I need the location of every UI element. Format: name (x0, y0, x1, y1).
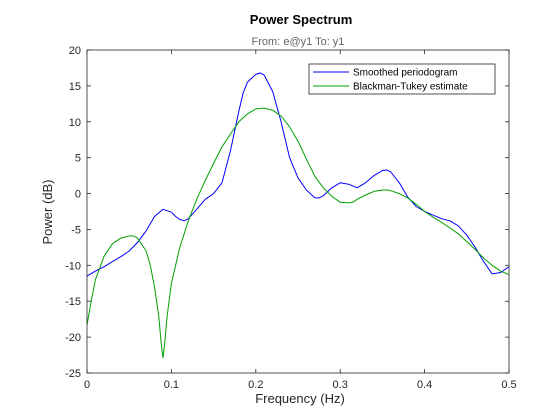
y-tick-label: -20 (65, 332, 81, 344)
y-tick-label: -15 (65, 296, 81, 308)
x-tick-label: 0.2 (248, 379, 263, 391)
y-tick-label: -10 (65, 260, 81, 272)
legend-label-blackman-tukey: Blackman-Tukey estimate (353, 82, 468, 93)
chart-title: Power Spectrum (250, 12, 353, 27)
x-tick-label: 0 (84, 379, 90, 391)
y-tick-label: -25 (65, 368, 81, 380)
y-axis-label: Power (dB) (40, 179, 55, 244)
axes-box (86, 49, 510, 374)
series-layer (86, 72, 510, 359)
y-tick-label: -5 (71, 224, 81, 236)
legend-box (308, 63, 496, 95)
y-tick-label: 0 (75, 189, 81, 201)
tick-layer: 0 0.1 0.2 0.3 0.4 0.5 -25 -20 -15 -10 -5 0 5 10 15 20 (65, 45, 517, 391)
axes-background (87, 50, 509, 373)
y-tick-label: 15 (69, 81, 81, 93)
y-tick-label: 20 (69, 45, 81, 57)
x-axis-label: Frequency (Hz) (255, 391, 345, 406)
x-tick-label: 0.1 (164, 379, 179, 391)
y-tick-label: 10 (69, 117, 81, 129)
x-tick-label: 0.5 (501, 379, 516, 391)
legend-label-smoothed-periodogram: Smoothed periodogram (353, 68, 458, 79)
legend: Smoothed periodogram Blackman-Tukey esti… (308, 63, 496, 95)
x-tick-label: 0.3 (333, 379, 348, 391)
series-line-smoothed-periodogram (86, 72, 510, 277)
y-tick-label: 5 (75, 153, 81, 165)
x-tick-label: 0.4 (417, 379, 432, 391)
series-line-blackman-tukey-estimate (86, 107, 510, 359)
plot-area: 0 0.1 0.2 0.3 0.4 0.5 -25 -20 -15 -10 -5 0 5 10 15 20 (65, 45, 517, 391)
chart-subtitle: From: e@y1 To: y1 (252, 36, 345, 48)
